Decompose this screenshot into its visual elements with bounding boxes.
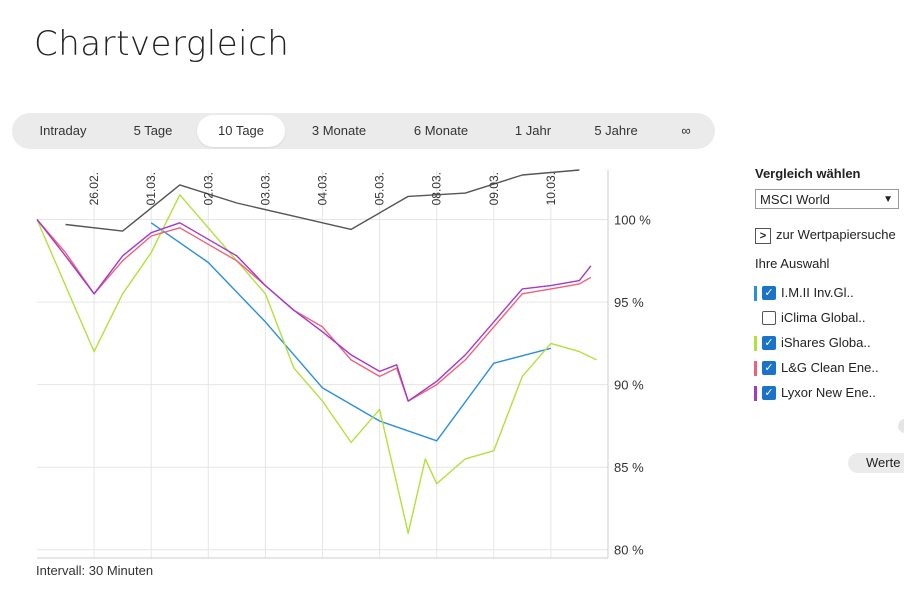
tab-1-jahr[interactable]: 1 Jahr	[514, 123, 552, 138]
selection-item-label: Lyxor New Ene..	[781, 385, 876, 400]
series-line	[36, 219, 592, 402]
interval-label: Intervall: 30 Minuten	[36, 563, 154, 578]
security-search-link[interactable]: > zur Wertpapiersuche	[755, 227, 896, 244]
checkbox-icon[interactable]: ✓	[762, 336, 776, 350]
checkbox-icon[interactable]: ✓	[762, 386, 776, 400]
tab-5-jahre[interactable]: 5 Jahre	[594, 123, 638, 138]
selection-item-label: iShares Globa..	[781, 335, 871, 350]
x-tick-label: 03.03.	[258, 172, 272, 205]
checkbox-icon[interactable]: ✓	[762, 286, 776, 300]
chart-labels: 100 % 95 % 90 % 85 % 80 % 26.02. 01.03. 02.03. 0…	[87, 172, 651, 558]
x-tick-label: 02.03.	[201, 172, 215, 205]
y-tick-label: 90 %	[614, 378, 644, 393]
chevron-right-icon: >	[755, 227, 771, 244]
series-line	[150, 222, 552, 442]
compare-heading: Vergleich wählen	[755, 166, 861, 181]
compare-select-value: MSCI World	[760, 192, 830, 207]
series-line	[65, 169, 580, 232]
x-tick-label: 09.03.	[487, 172, 501, 205]
scroll-handle[interactable]	[898, 419, 904, 433]
period-tab-bar: Intraday 5 Tage 10 Tage 3 Monate 6 Monat…	[12, 113, 715, 149]
x-tick-label: 08.03.	[430, 172, 444, 205]
tab-6-monate[interactable]: 6 Monate	[413, 123, 469, 138]
x-tick-label: 26.02.	[87, 172, 101, 205]
chart-grid	[37, 170, 609, 559]
x-tick-label: 10.03.	[544, 172, 558, 205]
selection-item-label: I.M.II Inv.Gl..	[781, 285, 854, 300]
tab-intraday[interactable]: Intraday	[39, 123, 87, 138]
series-color-marker	[754, 336, 757, 351]
x-tick-label: 01.03.	[144, 172, 158, 205]
y-tick-label: 100 %	[614, 213, 651, 228]
y-tick-label: 85 %	[614, 460, 644, 475]
tab-3-monate[interactable]: 3 Monate	[311, 123, 367, 138]
series-line	[36, 194, 597, 534]
checkbox-icon[interactable]: ✓	[762, 361, 776, 375]
selection-item-label: L&G Clean Ene..	[781, 360, 879, 375]
series-line	[36, 219, 592, 402]
x-tick-label: 05.03.	[373, 172, 387, 205]
series-color-marker	[754, 386, 757, 401]
compare-select[interactable]: MSCI World ▼	[755, 189, 899, 209]
series-color-marker	[754, 286, 757, 301]
x-tick-label: 04.03.	[316, 172, 330, 205]
series-color-marker	[754, 361, 757, 376]
y-tick-label: 95 %	[614, 295, 644, 310]
chart-series	[36, 169, 597, 534]
comparison-chart: 100 % 95 % 90 % 85 % 80 % 26.02. 01.03. 02.03. 0…	[36, 169, 651, 559]
selection-item-label: iClima Global..	[781, 310, 866, 325]
y-tick-label: 80 %	[614, 543, 644, 558]
tab-5-tage[interactable]: 5 Tage	[133, 123, 173, 138]
tab-10-tage[interactable]: 10 Tage	[197, 115, 285, 147]
chevron-down-icon: ▼	[883, 194, 893, 205]
checkbox-icon[interactable]	[762, 311, 776, 325]
tab-max[interactable]: ∞	[681, 123, 691, 138]
selection-heading: Ihre Auswahl	[755, 256, 830, 271]
security-search-label: zur Wertpapiersuche	[776, 227, 896, 242]
page-title: Chartvergleich	[34, 24, 290, 64]
values-button[interactable]: Werte	[848, 453, 904, 473]
